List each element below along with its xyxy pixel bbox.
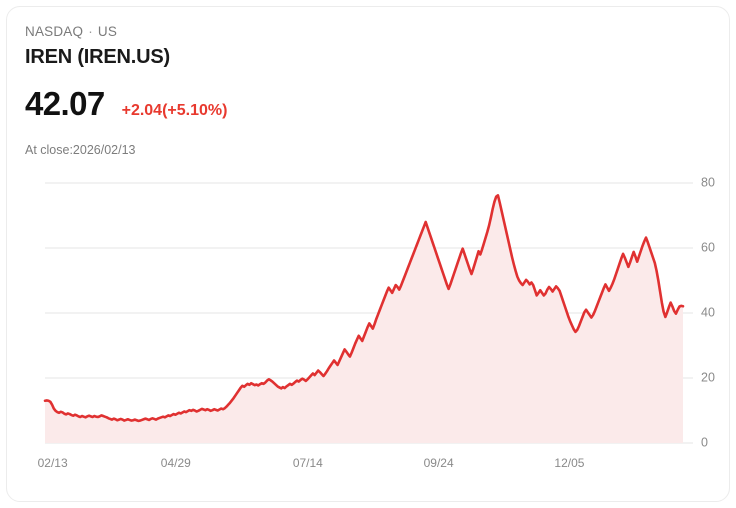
x-axis-tick-label: 09/24 (424, 456, 454, 470)
separator-dot: · (88, 24, 93, 39)
stock-quote-card: NASDAQ · US IREN (IREN.US) 42.07 +2.04(+5.… (6, 6, 730, 502)
price-chart[interactable]: 0 20 40 60 80 02/13 04/29 07/14 09/24 12/05 (7, 167, 730, 497)
price-row: 42.07 +2.04(+5.10%) (25, 85, 711, 130)
exchange-name: NASDAQ (25, 24, 84, 39)
y-axis-tick-label: 80 (701, 175, 715, 189)
price-change: +2.04(+5.10%) (121, 102, 228, 119)
x-axis-tick-label: 02/13 (38, 456, 68, 470)
price-area-fill (45, 195, 683, 443)
y-axis-tick-label: 0 (701, 435, 708, 449)
x-axis-tick-label: 12/05 (554, 456, 584, 470)
y-axis-tick-label: 20 (701, 370, 715, 384)
price-line (43, 194, 685, 423)
region-label: US (97, 24, 118, 39)
y-axis-labels: 0 20 40 60 80 (701, 175, 715, 449)
y-axis-tick-label: 40 (701, 305, 715, 319)
x-axis-tick-label: 04/29 (161, 456, 191, 470)
quote-header: NASDAQ · US IREN (IREN.US) 42.07 +2.04(+5.… (25, 23, 711, 158)
y-axis-tick-label: 60 (701, 240, 715, 254)
x-axis-labels: 02/13 04/29 07/14 09/24 12/05 (38, 456, 585, 470)
last-price: 42.07 (25, 85, 105, 122)
page-title: IREN (IREN.US) (25, 46, 170, 68)
x-axis-tick-label: 07/14 (293, 456, 323, 470)
exchange-row: NASDAQ · US (25, 23, 711, 41)
price-chart-svg[interactable]: 0 20 40 60 80 02/13 04/29 07/14 09/24 12/05 (7, 167, 730, 497)
market-status-note: At close:2026/02/13 (25, 143, 136, 157)
